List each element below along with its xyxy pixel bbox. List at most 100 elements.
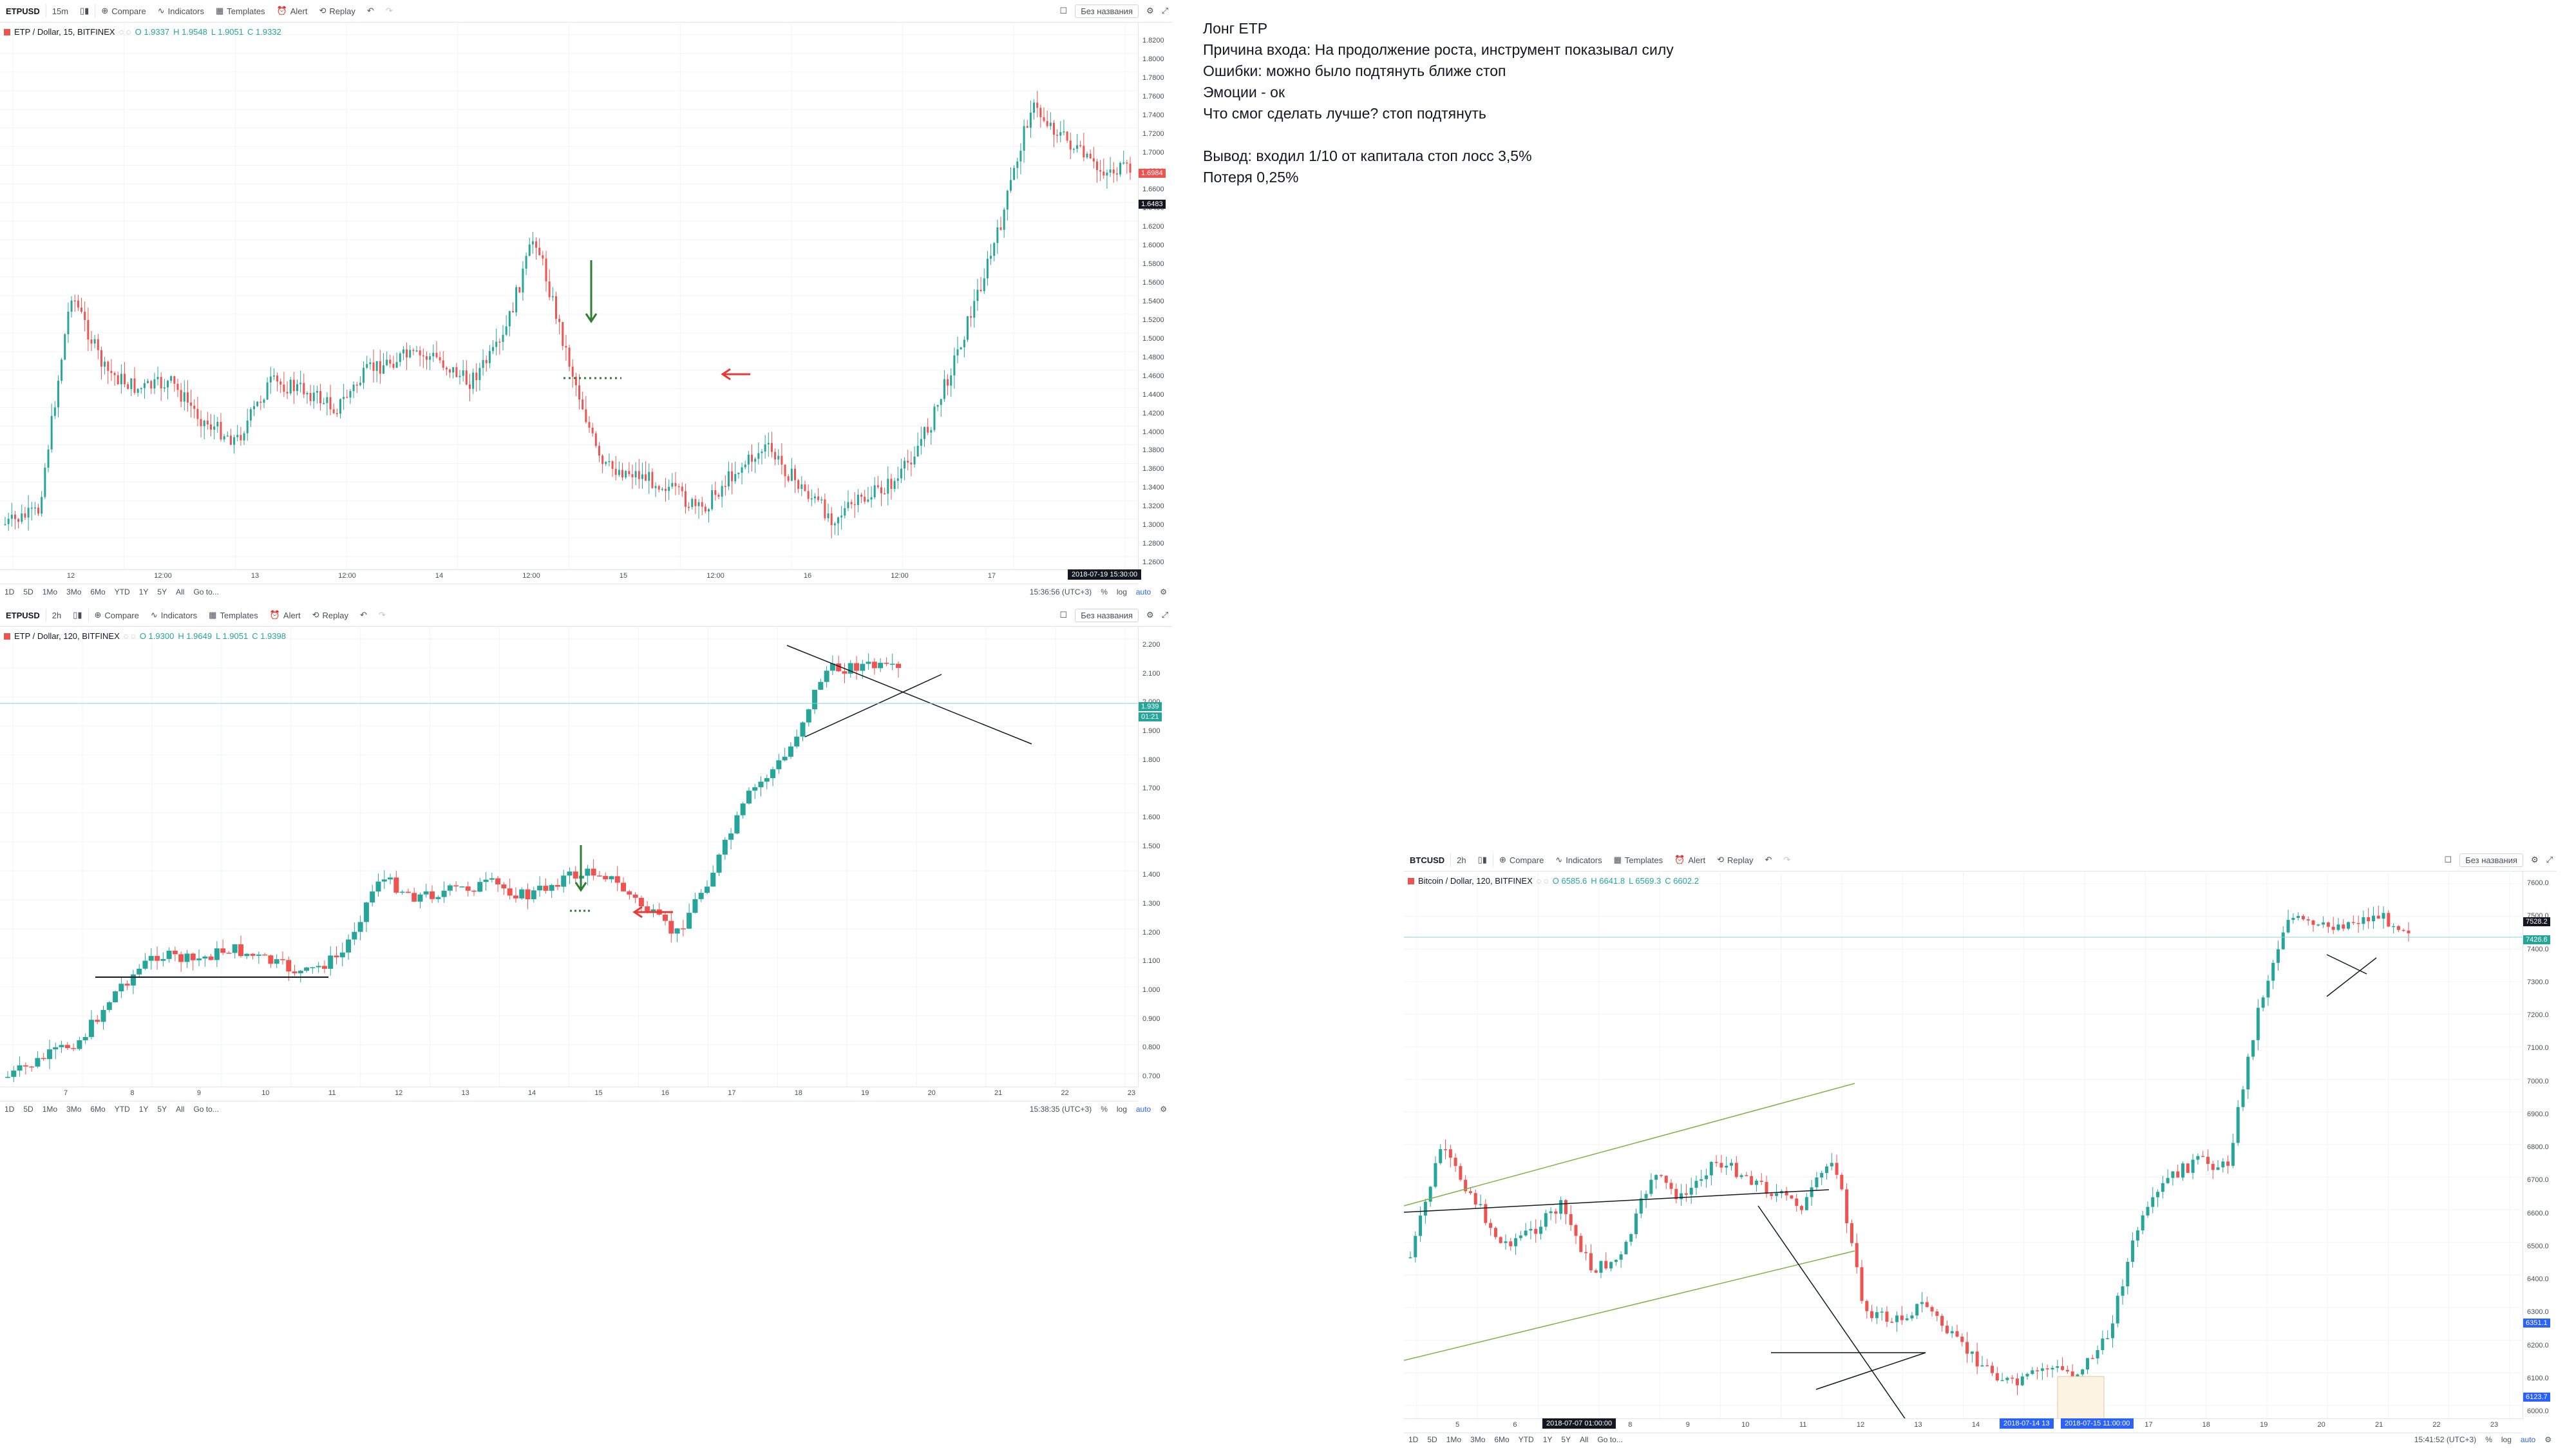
range-3mo[interactable]: 3Mo	[66, 1105, 82, 1114]
chart-area[interactable]	[1404, 871, 2523, 1419]
expand-icon[interactable]: ⤢	[1161, 6, 1168, 15]
replay-button[interactable]: ⟲ Replay	[319, 6, 355, 16]
range-all[interactable]: All	[1580, 1435, 1589, 1444]
layout-name[interactable]: Без названия	[2459, 853, 2523, 867]
compare-button[interactable]: ⊕ Compare	[1499, 855, 1544, 865]
range-all[interactable]: All	[176, 587, 185, 596]
templates-button[interactable]: ▦ Templates	[216, 6, 265, 16]
templates-button[interactable]: ▦ Templates	[1613, 855, 1663, 865]
alert-button[interactable]: ⏰ Alert	[1674, 855, 1706, 865]
goto-button[interactable]: Go to...	[193, 587, 219, 596]
chart-area[interactable]	[0, 626, 1139, 1087]
chart-style-icon[interactable]: ▯▮	[73, 610, 82, 620]
symbol-search[interactable]: ETPUSD	[6, 610, 40, 620]
chart-style-icon[interactable]: ▯▮	[1477, 855, 1487, 864]
range-1mo[interactable]: 1Mo	[42, 1105, 58, 1114]
candle-body	[1790, 1195, 1794, 1199]
auto-toggle[interactable]: auto	[2520, 1435, 2536, 1444]
fullscreen-square-icon[interactable]: ☐	[2444, 855, 2452, 864]
range-1mo[interactable]: 1Mo	[42, 587, 58, 596]
settings-gear-icon[interactable]: ⚙	[1146, 610, 1154, 620]
settings-gear-icon[interactable]: ⚙	[1160, 1105, 1167, 1114]
percent-toggle[interactable]: %	[2485, 1435, 2492, 1444]
indicators-button[interactable]: ∿ Indicators	[1555, 855, 1602, 865]
chart-style-icon[interactable]: ▯▮	[80, 6, 90, 15]
range-ytd[interactable]: YTD	[114, 1105, 130, 1114]
range-ytd[interactable]: YTD	[1518, 1435, 1534, 1444]
settings-gear-icon[interactable]: ⚙	[2544, 1435, 2552, 1444]
price-scale[interactable]: 1.8200 1.8000 1.7800 1.7600 1.7400 1.7200 1.70…	[1139, 22, 1172, 569]
alert-button[interactable]: ⏰ Alert	[276, 6, 308, 16]
log-toggle[interactable]: log	[1116, 1105, 1127, 1114]
range-1d[interactable]: 1D	[1408, 1435, 1419, 1444]
log-toggle[interactable]: log	[2501, 1435, 2512, 1444]
range-1y[interactable]: 1Y	[138, 587, 149, 596]
auto-toggle[interactable]: auto	[1135, 587, 1151, 596]
range-6mo[interactable]: 6Mo	[90, 587, 106, 596]
settings-gear-icon[interactable]: ⚙	[1146, 6, 1154, 15]
symbol-search[interactable]: BTCUSD	[1410, 855, 1445, 865]
layout-name[interactable]: Без названия	[1075, 608, 1139, 622]
undo-icon[interactable]: ↶	[360, 610, 367, 620]
legend-settings-icon[interactable]: ◌ ◌	[118, 27, 131, 37]
settings-gear-icon[interactable]: ⚙	[2530, 855, 2539, 864]
interval-selector[interactable]: 2h	[52, 610, 62, 620]
legend-settings-icon[interactable]: ◌ ◌	[123, 631, 136, 641]
time-axis[interactable]: 12 12:00 13 12:00 14 12:00 15 12:00 16 12:00 17	[0, 569, 1138, 584]
range-5y[interactable]: 5Y	[1561, 1435, 1571, 1444]
compare-button[interactable]: ⊕ Compare	[101, 6, 146, 16]
range-1y[interactable]: 1Y	[1542, 1435, 1553, 1444]
settings-gear-icon[interactable]: ⚙	[1160, 587, 1167, 596]
redo-icon[interactable]: ↷	[1783, 855, 1791, 864]
range-6mo[interactable]: 6Mo	[90, 1105, 106, 1114]
legend-settings-icon[interactable]: ◌ ◌	[1536, 876, 1549, 886]
range-5d[interactable]: 5D	[1427, 1435, 1437, 1444]
candle-body	[634, 471, 637, 478]
goto-button[interactable]: Go to...	[193, 1105, 219, 1114]
templates-icon: ▦	[1613, 855, 1622, 864]
range-6mo[interactable]: 6Mo	[1494, 1435, 1510, 1444]
fullscreen-square-icon[interactable]: ☐	[1059, 6, 1068, 15]
interval-selector[interactable]: 2h	[1457, 855, 1466, 865]
range-3mo[interactable]: 3Mo	[66, 587, 82, 596]
range-all[interactable]: All	[176, 1105, 185, 1114]
percent-toggle[interactable]: %	[1101, 587, 1108, 596]
layout-name[interactable]: Без названия	[1075, 4, 1139, 18]
compare-button[interactable]: ⊕ Compare	[94, 610, 139, 620]
range-1mo[interactable]: 1Mo	[1446, 1435, 1462, 1444]
undo-icon[interactable]: ↶	[1765, 855, 1772, 864]
range-1d[interactable]: 1D	[5, 1105, 15, 1114]
range-5y[interactable]: 5Y	[157, 587, 167, 596]
candle-body	[538, 247, 541, 256]
price-scale[interactable]: 2.2002.1002.0001.9001.8001.7001.6001.500…	[1139, 626, 1172, 1087]
auto-toggle[interactable]: auto	[1135, 1105, 1151, 1114]
range-ytd[interactable]: YTD	[114, 587, 130, 596]
expand-icon[interactable]: ⤢	[2546, 855, 2553, 864]
percent-toggle[interactable]: %	[1101, 1105, 1108, 1114]
log-toggle[interactable]: log	[1116, 587, 1127, 596]
redo-icon[interactable]: ↷	[385, 6, 393, 15]
alert-button[interactable]: ⏰ Alert	[269, 610, 301, 620]
replay-button[interactable]: ⟲ Replay	[312, 610, 349, 620]
range-5d[interactable]: 5D	[23, 1105, 33, 1114]
chart-area[interactable]	[0, 22, 1139, 570]
goto-button[interactable]: Go to...	[1597, 1435, 1623, 1444]
range-5d[interactable]: 5D	[23, 587, 33, 596]
range-5y[interactable]: 5Y	[157, 1105, 167, 1114]
replay-button[interactable]: ⟲ Replay	[1717, 855, 1754, 865]
redo-icon[interactable]: ↷	[378, 610, 386, 620]
range-1y[interactable]: 1Y	[138, 1105, 149, 1114]
time-axis[interactable]: 7 8 9 10 11 12 13 14 15 16 17 18 19 20 21 22 23	[0, 1087, 1138, 1101]
range-1d[interactable]: 1D	[5, 587, 15, 596]
undo-icon[interactable]: ↶	[366, 6, 374, 15]
price-scale[interactable]: 7600.0 7500.0 7400.0 7300.0 7200.0 7100.0 7000…	[2523, 871, 2557, 1418]
expand-icon[interactable]: ⤢	[1161, 610, 1168, 620]
templates-button[interactable]: ▦ Templates	[209, 610, 258, 620]
indicators-button[interactable]: ∿ Indicators	[157, 6, 204, 16]
symbol-search[interactable]: ETPUSD	[6, 6, 40, 16]
indicators-button[interactable]: ∿ Indicators	[150, 610, 198, 620]
interval-selector[interactable]: 15m	[52, 6, 69, 16]
fullscreen-square-icon[interactable]: ☐	[1059, 610, 1068, 620]
candle-body	[1840, 1174, 1844, 1190]
range-3mo[interactable]: 3Mo	[1470, 1435, 1486, 1444]
